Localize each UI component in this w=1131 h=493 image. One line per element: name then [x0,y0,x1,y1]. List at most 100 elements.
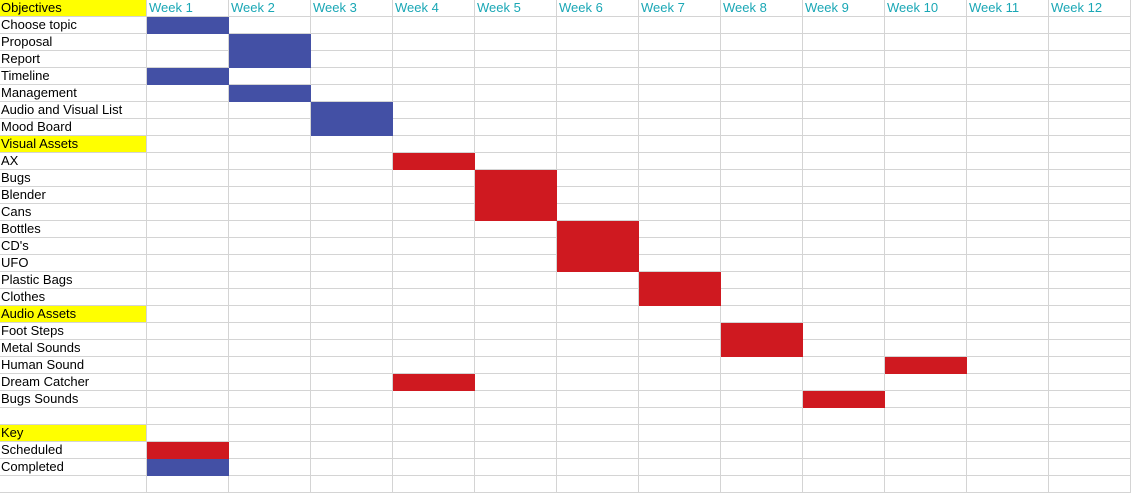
grid-cell[interactable] [1049,17,1131,34]
grid-cell[interactable] [885,68,967,85]
grid-cell[interactable] [393,476,475,493]
grid-cell[interactable] [721,187,803,204]
grid-cell[interactable] [147,221,229,238]
grid-cell[interactable] [229,136,311,153]
grid-cell[interactable] [557,187,639,204]
grid-cell[interactable] [1049,408,1131,425]
grid-cell[interactable] [967,323,1049,340]
grid-cell[interactable] [311,476,393,493]
week-header-8[interactable]: Week 8 [721,0,803,17]
task-label-report[interactable]: Report [0,51,147,68]
grid-cell[interactable] [885,221,967,238]
grid-cell[interactable] [557,459,639,476]
grid-cell[interactable] [1049,476,1131,493]
task-label-bugs-sounds[interactable]: Bugs Sounds [0,391,147,408]
grid-cell[interactable] [1049,187,1131,204]
grid-cell[interactable] [721,272,803,289]
grid-cell[interactable] [885,289,967,306]
grid-cell[interactable] [1049,204,1131,221]
grid-cell[interactable] [1049,391,1131,408]
grid-cell[interactable] [803,204,885,221]
grid-cell[interactable] [967,374,1049,391]
grid-cell[interactable] [147,272,229,289]
grid-cell[interactable] [229,238,311,255]
grid-cell[interactable] [393,51,475,68]
grid-cell[interactable] [147,323,229,340]
grid-cell[interactable] [311,425,393,442]
grid-cell[interactable] [557,153,639,170]
grid-cell[interactable] [639,357,721,374]
grid-cell[interactable] [311,323,393,340]
grid-cell[interactable] [639,255,721,272]
grid-cell[interactable] [229,204,311,221]
grid-cell[interactable] [803,187,885,204]
grid-cell[interactable] [803,408,885,425]
task-label-plastic-bags[interactable]: Plastic Bags [0,272,147,289]
grid-cell[interactable] [557,425,639,442]
grid-cell[interactable] [393,187,475,204]
grid-cell[interactable] [393,136,475,153]
grid-cell[interactable] [967,340,1049,357]
grid-cell[interactable] [147,51,229,68]
task-label-audio-and-visual-list[interactable]: Audio and Visual List [0,102,147,119]
grid-cell[interactable] [639,408,721,425]
grid-cell[interactable] [475,425,557,442]
week-header-11[interactable]: Week 11 [967,0,1049,17]
grid-cell[interactable] [1049,323,1131,340]
grid-cell[interactable] [967,119,1049,136]
grid-cell[interactable] [229,306,311,323]
grid-cell[interactable] [147,408,229,425]
grid-cell[interactable] [393,425,475,442]
grid-cell[interactable] [1049,340,1131,357]
grid-cell[interactable] [1049,459,1131,476]
grid-cell[interactable] [639,306,721,323]
grid-cell[interactable] [721,476,803,493]
grid-cell[interactable] [1049,68,1131,85]
grid-cell[interactable] [803,272,885,289]
grid-cell[interactable] [393,459,475,476]
grid-cell[interactable] [1049,85,1131,102]
grid-cell[interactable] [393,238,475,255]
grid-cell[interactable] [475,238,557,255]
grid-cell[interactable] [311,340,393,357]
grid-cell[interactable] [393,68,475,85]
grid-cell[interactable] [885,255,967,272]
grid-cell[interactable] [393,408,475,425]
grid-cell[interactable] [557,476,639,493]
grid-cell[interactable] [311,51,393,68]
grid-cell[interactable] [885,153,967,170]
grid-cell[interactable] [557,374,639,391]
grid-cell[interactable] [229,68,311,85]
grid-cell[interactable] [721,238,803,255]
grid-cell[interactable] [639,459,721,476]
grid-cell[interactable] [475,255,557,272]
grid-cell[interactable] [967,187,1049,204]
task-label-bugs[interactable]: Bugs [0,170,147,187]
grid-cell[interactable] [967,17,1049,34]
week-header-10[interactable]: Week 10 [885,0,967,17]
grid-cell[interactable] [1049,238,1131,255]
grid-cell[interactable] [639,187,721,204]
grid-cell[interactable] [967,255,1049,272]
grid-cell[interactable] [557,289,639,306]
grid-cell[interactable] [557,204,639,221]
grid-cell[interactable] [721,255,803,272]
grid-cell[interactable] [803,119,885,136]
grid-cell[interactable] [557,391,639,408]
grid-cell[interactable] [639,102,721,119]
grid-cell[interactable] [885,408,967,425]
grid-cell[interactable] [475,323,557,340]
grid-cell[interactable] [967,459,1049,476]
grid-cell[interactable] [639,17,721,34]
grid-cell[interactable] [229,153,311,170]
grid-cell[interactable] [475,289,557,306]
grid-cell[interactable] [803,102,885,119]
grid-cell[interactable] [475,459,557,476]
grid-cell[interactable] [147,136,229,153]
grid-cell[interactable] [967,391,1049,408]
section-label-visual-assets[interactable]: Visual Assets [0,136,147,153]
grid-cell[interactable] [885,136,967,153]
grid-cell[interactable] [639,34,721,51]
grid-cell[interactable] [885,17,967,34]
grid-cell[interactable] [885,476,967,493]
